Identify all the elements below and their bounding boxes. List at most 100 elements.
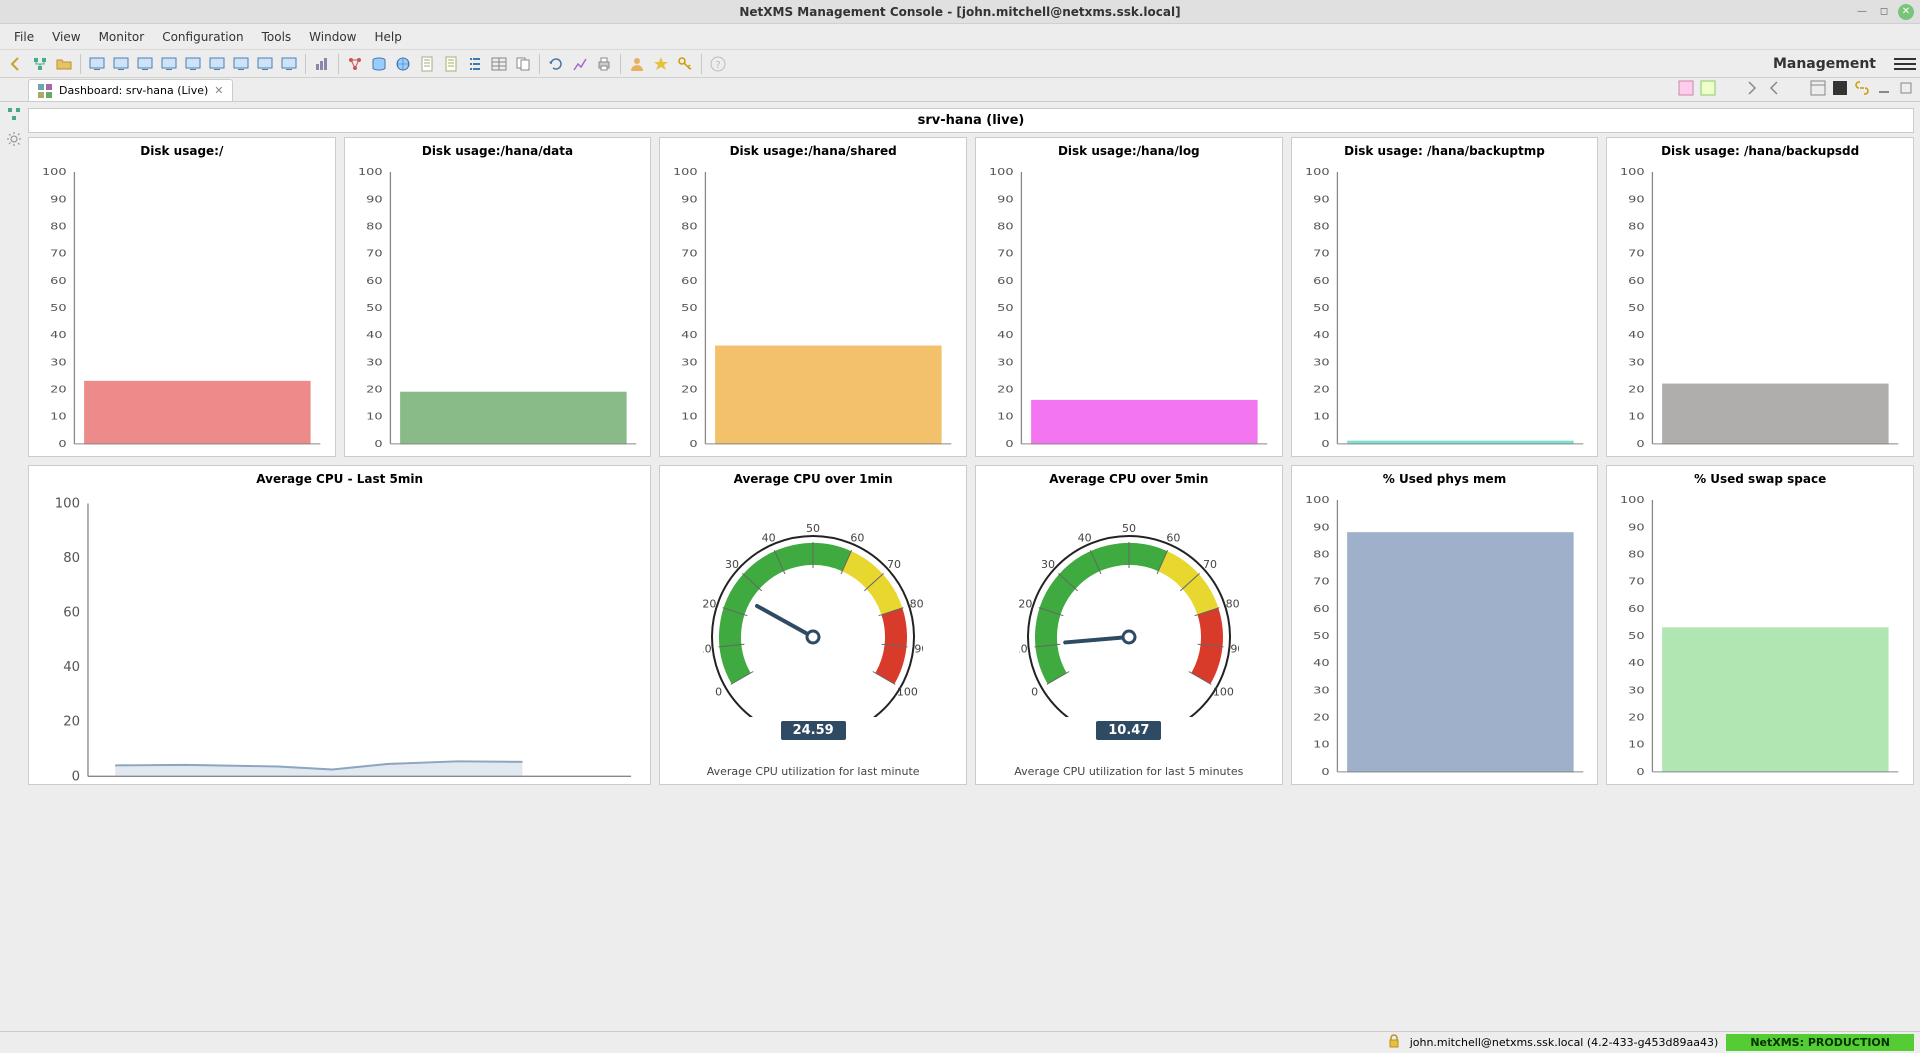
svg-text:20: 20 [997, 383, 1013, 395]
svg-text:0: 0 [690, 437, 698, 449]
svg-text:60: 60 [63, 606, 80, 621]
menu-monitor[interactable]: Monitor [91, 27, 153, 47]
menu-file[interactable]: File [6, 27, 42, 47]
svg-text:10: 10 [50, 410, 66, 422]
view-link-icon[interactable] [1854, 80, 1870, 99]
view-nav-left-icon[interactable] [1766, 80, 1782, 99]
svg-text:100: 100 [897, 686, 918, 699]
toolbar-network-icon[interactable] [344, 53, 366, 75]
svg-text:100: 100 [673, 168, 698, 178]
sidebar-gear-icon[interactable] [6, 131, 22, 150]
svg-text:20: 20 [682, 383, 698, 395]
svg-text:10: 10 [1313, 410, 1329, 422]
toolbar-screen9-icon[interactable] [278, 53, 300, 75]
svg-text:60: 60 [997, 274, 1013, 286]
toolbar-db-icon[interactable] [368, 53, 390, 75]
svg-text:90: 90 [682, 193, 698, 205]
toolbar-chart-icon[interactable] [311, 53, 333, 75]
view-max-icon[interactable] [1898, 80, 1914, 99]
svg-text:10: 10 [1019, 642, 1028, 655]
panel-title: Average CPU over 1min [660, 466, 966, 492]
toolbar-list-icon[interactable] [464, 53, 486, 75]
toolbar-screen6-icon[interactable] [206, 53, 228, 75]
view-icon-2[interactable] [1700, 80, 1716, 99]
toolbar-screen3-icon[interactable] [134, 53, 156, 75]
disk-panel-1: Disk usage:/hana/data 010203040506070809… [344, 137, 652, 457]
toolbar-folder-icon[interactable] [53, 53, 75, 75]
toolbar-user-icon[interactable] [626, 53, 648, 75]
view-layout2-icon[interactable] [1832, 80, 1848, 99]
bar-chart: 0102030405060708090100 [1611, 168, 1909, 452]
status-user: john.mitchell@netxms.ssk.local (4.2-433-… [1410, 1036, 1719, 1049]
toolbar-back-icon[interactable] [5, 53, 27, 75]
gauge-panel-1: Average CPU over 5min 0 10 20 30 40 50 6… [975, 465, 1283, 785]
toolbar-screen8-icon[interactable] [254, 53, 276, 75]
window-minimize-button[interactable]: — [1854, 4, 1870, 20]
svg-text:50: 50 [50, 301, 66, 313]
window-close-button[interactable]: ✕ [1898, 4, 1914, 20]
svg-text:10: 10 [682, 410, 698, 422]
window-title: NetXMS Management Console - [john.mitche… [739, 5, 1180, 19]
svg-text:0: 0 [1321, 437, 1329, 449]
svg-text:40: 40 [1629, 657, 1645, 669]
window-maximize-button[interactable]: ◻ [1876, 4, 1892, 20]
statusbar: john.mitchell@netxms.ssk.local (4.2-433-… [0, 1031, 1920, 1053]
tab-close-icon[interactable]: ✕ [214, 84, 223, 97]
svg-text:90: 90 [997, 193, 1013, 205]
tab-dashboard[interactable]: Dashboard: srv-hana (Live) ✕ [28, 79, 233, 101]
cpu-line-panel: Average CPU - Last 5min 020406080100 11:… [28, 465, 651, 785]
toolbar-globe-icon[interactable] [392, 53, 414, 75]
toolbar-copy-icon[interactable] [512, 53, 534, 75]
view-icon-1[interactable] [1678, 80, 1694, 99]
svg-text:50: 50 [682, 301, 698, 313]
svg-text:60: 60 [50, 274, 66, 286]
svg-text:20: 20 [1629, 383, 1645, 395]
panel-title: Disk usage:/hana/shared [660, 138, 966, 164]
toolbar-help-icon[interactable]: ? [707, 53, 729, 75]
toolbar-key-icon[interactable] [674, 53, 696, 75]
svg-text:40: 40 [997, 329, 1013, 341]
toolbar-chart2-icon[interactable] [569, 53, 591, 75]
toolbar-screen1-icon[interactable] [86, 53, 108, 75]
svg-text:80: 80 [1629, 548, 1645, 560]
svg-text:20: 20 [366, 383, 382, 395]
toolbar-screen4-icon[interactable] [158, 53, 180, 75]
bar-chart: 0102030405060708090100 [349, 168, 647, 452]
toolbar-star-icon[interactable] [650, 53, 672, 75]
svg-text:0: 0 [58, 437, 66, 449]
svg-text:10: 10 [1629, 738, 1645, 750]
svg-text:80: 80 [1629, 220, 1645, 232]
svg-text:60: 60 [366, 274, 382, 286]
svg-text:90: 90 [1313, 193, 1329, 205]
view-min-icon[interactable] [1876, 80, 1892, 99]
svg-text:40: 40 [762, 531, 776, 544]
sidebar-tree-icon[interactable] [6, 106, 22, 125]
menu-configuration[interactable]: Configuration [154, 27, 251, 47]
svg-text:40: 40 [682, 329, 698, 341]
svg-text:80: 80 [682, 220, 698, 232]
svg-text:70: 70 [1313, 247, 1329, 259]
toolbar-table-icon[interactable] [488, 53, 510, 75]
toolbar-refresh-icon[interactable] [545, 53, 567, 75]
svg-text:0: 0 [1321, 765, 1329, 777]
disk-panel-0: Disk usage:/ 0102030405060708090100 [28, 137, 336, 457]
perspective-menu-icon[interactable] [1894, 53, 1916, 75]
menu-tools[interactable]: Tools [254, 27, 300, 47]
view-layout1-icon[interactable] [1810, 80, 1826, 99]
view-nav-right-icon[interactable] [1744, 80, 1760, 99]
panel-title: Average CPU over 5min [976, 466, 1282, 492]
panel-title: Disk usage:/hana/log [976, 138, 1282, 164]
mem-panel-0: % Used phys mem 0102030405060708090100 [1291, 465, 1599, 785]
toolbar-screen7-icon[interactable] [230, 53, 252, 75]
toolbar-screen2-icon[interactable] [110, 53, 132, 75]
svg-text:60: 60 [1166, 531, 1180, 544]
menu-help[interactable]: Help [366, 27, 409, 47]
toolbar-page2-icon[interactable] [440, 53, 462, 75]
svg-text:40: 40 [63, 660, 80, 675]
toolbar-page-icon[interactable] [416, 53, 438, 75]
toolbar-screen5-icon[interactable] [182, 53, 204, 75]
menu-window[interactable]: Window [301, 27, 364, 47]
toolbar-print-icon[interactable] [593, 53, 615, 75]
toolbar-tree-icon[interactable] [29, 53, 51, 75]
menu-view[interactable]: View [44, 27, 88, 47]
